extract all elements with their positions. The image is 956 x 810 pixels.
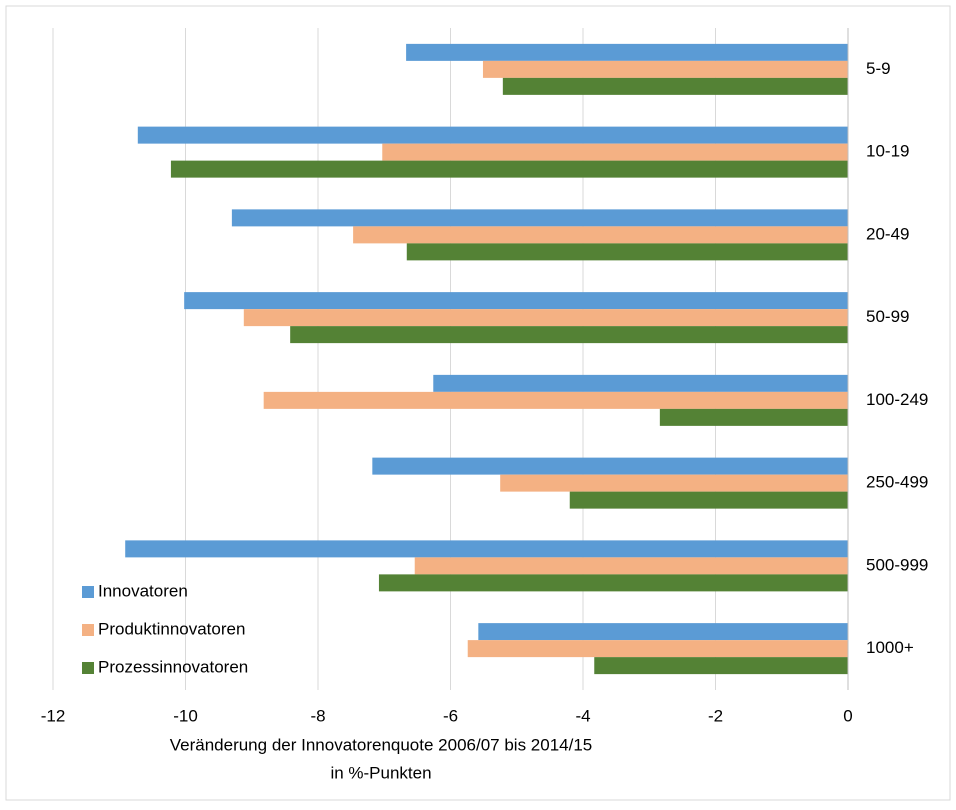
x-axis-title: in %-Punkten — [330, 763, 431, 782]
bar — [406, 43, 848, 61]
bar — [414, 557, 848, 575]
bar — [184, 292, 849, 310]
bar — [170, 160, 849, 178]
legend-swatch — [82, 624, 94, 636]
bar — [125, 540, 848, 558]
bar — [569, 491, 848, 509]
bar — [482, 60, 848, 78]
bar — [406, 243, 848, 261]
bar — [478, 623, 848, 641]
x-tick-label: -8 — [310, 706, 325, 725]
x-tick-label: -2 — [708, 706, 723, 725]
legend-swatch — [82, 586, 94, 598]
y-tick-label: 50-99 — [866, 307, 909, 326]
bar — [231, 209, 848, 227]
y-tick-label: 20-49 — [866, 224, 909, 243]
x-tick-label: 0 — [843, 706, 852, 725]
bar — [502, 77, 848, 95]
bar — [378, 574, 848, 592]
legend-label: Innovatoren — [98, 581, 188, 600]
x-axis-title: Veränderung der Innovatorenquote 2006/07… — [170, 735, 593, 754]
bar — [353, 226, 848, 244]
y-tick-label: 10-19 — [866, 142, 909, 161]
y-tick-label: 5-9 — [866, 59, 891, 78]
y-tick-label: 100-249 — [866, 390, 928, 409]
x-tick-label: -10 — [173, 706, 198, 725]
legend-label: Prozessinnovatoren — [98, 657, 248, 676]
bar — [372, 457, 848, 475]
legend-label: Produktinnovatoren — [98, 619, 245, 638]
y-tick-label: 250-499 — [866, 473, 928, 492]
x-tick-label: -4 — [575, 706, 590, 725]
bar — [290, 326, 848, 344]
y-tick-label: 500-999 — [866, 555, 928, 574]
bar — [500, 474, 848, 492]
bar — [137, 126, 849, 144]
x-tick-label: -12 — [41, 706, 66, 725]
bar — [659, 408, 848, 426]
legend-swatch — [82, 662, 94, 674]
bar — [594, 657, 848, 675]
x-tick-label: -6 — [443, 706, 458, 725]
bar — [243, 309, 849, 327]
bar — [263, 391, 848, 409]
bar — [467, 640, 848, 658]
y-tick-label: 1000+ — [866, 638, 914, 657]
bar — [433, 374, 848, 392]
bar — [382, 143, 848, 161]
